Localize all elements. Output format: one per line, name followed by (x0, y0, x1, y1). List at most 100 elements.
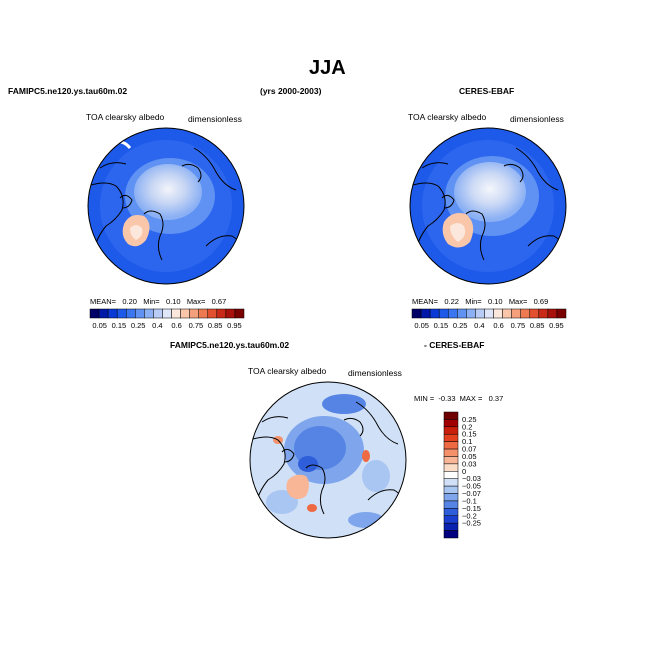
map2-colorbar-tick-label: 0.25 (453, 321, 468, 330)
map1-stats: MEAN= 0.20 Min= 0.10 Max= 0.67 (90, 297, 227, 306)
map1-colorbar-swatch (135, 308, 145, 319)
map3-colorbar-swatch (443, 522, 459, 531)
map2-colorbar-swatch (547, 308, 558, 319)
map2-colorbar-swatch (420, 308, 431, 319)
map3-colorbar-tick-label: −0.15 (462, 504, 481, 513)
right-case-label: CERES-EBAF (459, 86, 515, 96)
map1-colorbar-swatch (171, 308, 181, 319)
map2-stats: MEAN= 0.22 Min= 0.10 Max= 0.69 (412, 297, 549, 306)
map2-colorbar-swatch (447, 308, 458, 319)
map1-colorbar-swatch (153, 308, 163, 319)
map1-colorbar-swatch (216, 308, 227, 319)
map2-colorbar-swatch (538, 308, 549, 319)
map3-colorbar-tick-label: 0.2 (462, 422, 472, 431)
map2-colorbar-tick-label: 0.4 (474, 321, 484, 330)
map3-colorbar-swatch (443, 530, 459, 539)
map2-plot (409, 127, 567, 285)
map3-colorbar-swatch (443, 433, 459, 442)
map3-colorbar-swatch (443, 411, 459, 420)
map3-colorbar-tick-label: −0.1 (462, 496, 477, 505)
map3-colorbar-tick-label: −0.07 (462, 489, 481, 498)
map1-colorbar-swatch (234, 308, 245, 319)
map3-colorbar: 0.250.20.150.10.070.050.030−0.03−0.05−0.… (443, 411, 481, 539)
map3-stats: MIN = -0.33 MAX = 0.37 (414, 394, 504, 403)
map3-colorbar-tick-label: 0.15 (462, 430, 477, 439)
map3-colorbar-swatch (443, 426, 459, 435)
map3-colorbar-swatch (443, 456, 459, 465)
map1-colorbar-tick-label: 0.6 (171, 321, 181, 330)
map1-units: dimensionless (188, 114, 242, 124)
map2-colorbar-swatch (475, 308, 485, 319)
map3-colorbar-tick-label: −0.25 (462, 519, 481, 528)
map1-title: TOA clearsky albedo (86, 112, 165, 122)
map2-colorbar-tick-label: 0.75 (511, 321, 526, 330)
map1-colorbar-tick-label: 0.85 (208, 321, 223, 330)
map1-colorbar-tick-label: 0.15 (112, 321, 127, 330)
map2-colorbar: 0.05 0.15 0.25 0.4 0.6 0.75 0.85 0.95 (411, 308, 567, 330)
map1-colorbar-swatch (198, 308, 209, 319)
map3-units: dimensionless (348, 368, 402, 378)
map2-colorbar-swatch (502, 308, 512, 319)
map3-colorbar-swatch (443, 515, 459, 524)
map1-colorbar-tick-label: 0.25 (131, 321, 146, 330)
map3-colorbar-tick-label: −0.2 (462, 511, 477, 520)
map2-colorbar-swatch (556, 308, 567, 319)
map2-colorbar-swatch (457, 308, 467, 319)
map1-colorbar-tick-label: 0.4 (152, 321, 162, 330)
map3-colorbar-swatch (443, 471, 459, 479)
map3-colorbar-swatch (443, 441, 459, 450)
map1-colorbar-swatch (144, 308, 154, 319)
map2-colorbar-swatch (438, 308, 449, 319)
map1-colorbar-tick-label: 0.75 (189, 321, 204, 330)
map2-colorbar-tick-label: 0.15 (434, 321, 449, 330)
map2-colorbar-swatch (411, 308, 422, 319)
season-title: JJA (309, 57, 346, 79)
map1-colorbar-swatch (116, 308, 127, 319)
map2-colorbar-swatch (466, 308, 476, 319)
map1-colorbar-swatch (225, 308, 236, 319)
map3-colorbar-swatch (443, 493, 459, 502)
map3-colorbar-tick-label: 0 (462, 467, 466, 476)
map2-colorbar-swatch (511, 308, 521, 319)
map2-colorbar-tick-label: 0.95 (549, 321, 564, 330)
left-case-label: FAMIPC5.ne120.ys.tau60m.02 (8, 86, 128, 96)
map1-colorbar-swatch (89, 308, 100, 319)
map3-colorbar-tick-label: 0.03 (462, 459, 477, 468)
map3-colorbar-swatch (443, 478, 459, 487)
map1-colorbar-swatch (98, 308, 109, 319)
map3-colorbar-swatch (443, 463, 459, 472)
map1-colorbar-swatch (180, 308, 190, 319)
map3-colorbar-tick-label: 0.25 (462, 415, 477, 424)
map1-colorbar-swatch (207, 308, 218, 319)
map1-colorbar-tick-label: 0.05 (92, 321, 107, 330)
map3-title: TOA clearsky albedo (248, 366, 327, 376)
diff-right-case-label: - CERES-EBAF (424, 340, 485, 350)
map1-colorbar-tick-label: 0.95 (227, 321, 242, 330)
map2-colorbar-swatch (520, 308, 531, 319)
map2-colorbar-swatch (429, 308, 440, 319)
map1-colorbar-swatch (107, 308, 118, 319)
map2-colorbar-tick-label: 0.85 (530, 321, 545, 330)
map2-colorbar-swatch (529, 308, 540, 319)
years-label: (yrs 2000-2003) (260, 86, 322, 96)
map2-colorbar-swatch (493, 308, 503, 319)
map3-colorbar-tick-label: 0.1 (462, 437, 472, 446)
map2-units: dimensionless (510, 114, 564, 124)
map1-colorbar-swatch (162, 308, 172, 319)
map2-colorbar-swatch (484, 308, 494, 319)
map3-colorbar-tick-label: −0.05 (462, 482, 481, 491)
map3-plot (249, 381, 407, 539)
map1-plot (87, 127, 245, 285)
map2-title: TOA clearsky albedo (408, 112, 487, 122)
map3-colorbar-swatch (443, 419, 459, 428)
map3-colorbar-tick-label: 0.05 (462, 452, 477, 461)
map1-colorbar-swatch (125, 308, 136, 319)
map1-colorbar-swatch (189, 308, 199, 319)
map3-colorbar-swatch (443, 500, 459, 509)
map3-colorbar-swatch (443, 448, 459, 457)
map1-colorbar: 0.05 0.15 0.25 0.4 0.6 0.75 0.85 0.95 (89, 308, 245, 330)
map3-colorbar-tick-label: 0.07 (462, 445, 477, 454)
map3-colorbar-swatch (443, 485, 459, 494)
map3-colorbar-swatch (443, 508, 459, 517)
map2-colorbar-tick-label: 0.05 (414, 321, 429, 330)
